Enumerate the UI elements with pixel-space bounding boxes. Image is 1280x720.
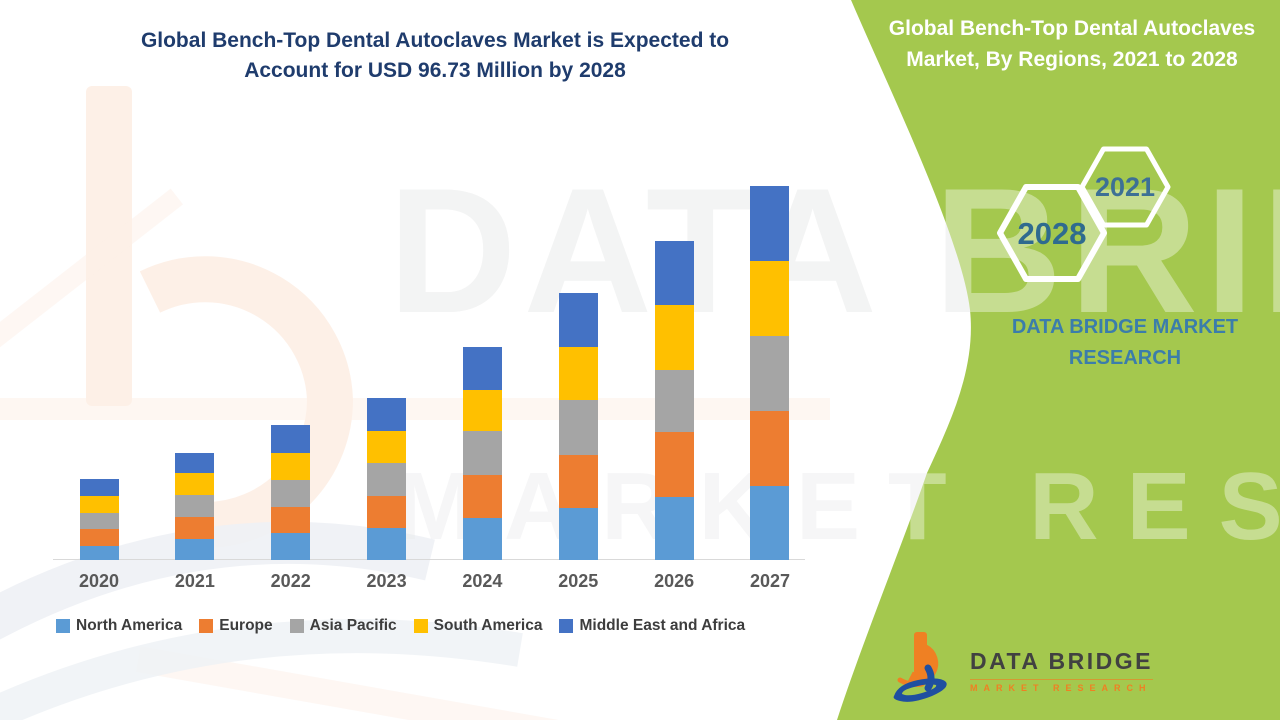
- legend: North America Europe Asia Pacific South Ame…: [56, 617, 745, 635]
- legend-swatch-south-america: [413, 619, 428, 633]
- main-title: Global Bench-Top Dental Autoclaves Marke…: [140, 29, 730, 82]
- bar-segment-north-america-2024: [462, 518, 502, 560]
- bar-segment-middle-east-and-africa-2024: [462, 347, 502, 390]
- bar-segment-north-america-2022: [271, 533, 311, 560]
- watermark-peach-slash: [135, 646, 564, 720]
- bar-segment-asia-pacific-2026: [654, 370, 694, 432]
- legend-item-north-america: North America: [56, 617, 182, 635]
- bar-2021: [175, 453, 215, 560]
- legend-label-europe: Europe: [219, 617, 273, 634]
- bar-segment-middle-east-and-africa-2023: [367, 398, 407, 431]
- bar-2027: [750, 186, 790, 560]
- dbmr-logo: DATA BRIDGE MARKET RESEARCH: [888, 628, 1153, 706]
- bar-segment-north-america-2026: [654, 497, 694, 560]
- bar-segment-europe-2024: [462, 475, 502, 518]
- logo-tagline: MARKET RESEARCH: [970, 678, 1153, 693]
- bar-segment-middle-east-and-africa-2021: [175, 453, 215, 473]
- logo-text: DATA BRIDGE MARKET RESEARCH: [970, 642, 1153, 693]
- bar-segment-asia-pacific-2021: [175, 495, 215, 517]
- bar-segment-asia-pacific-2027: [750, 336, 790, 411]
- legend-item-middle-east-and-africa: Middle East and Africa: [559, 617, 745, 635]
- bar-segment-south-america-2021: [175, 473, 215, 495]
- bar-segment-north-america-2023: [367, 528, 407, 560]
- x-axis-label-2023: 2023: [366, 571, 407, 591]
- bar-segment-europe-2022: [271, 507, 311, 533]
- bar-2025: [558, 293, 598, 560]
- bar-segment-asia-pacific-2024: [462, 431, 502, 475]
- legend-label-asia-pacific: Asia Pacific: [309, 617, 397, 634]
- bar-segment-asia-pacific-2023: [367, 463, 407, 496]
- legend-item-south-america: South America: [413, 617, 543, 635]
- bar-segment-middle-east-and-africa-2020: [79, 479, 119, 496]
- bar-segment-south-america-2022: [271, 453, 311, 480]
- legend-item-europe: Europe: [199, 617, 273, 635]
- watermark-peach-band: [0, 398, 830, 420]
- bar-segment-europe-2023: [367, 496, 407, 528]
- bar-segment-south-america-2025: [558, 347, 598, 400]
- bar-segment-asia-pacific-2020: [79, 513, 119, 529]
- x-axis-label-2025: 2025: [558, 571, 599, 591]
- dbmr-logo-icon: [893, 632, 947, 702]
- legend-swatch-asia-pacific: [289, 619, 304, 633]
- bar-2022: [271, 425, 311, 560]
- bar-segment-north-america-2021: [175, 539, 215, 560]
- legend-swatch-north-america: [56, 619, 70, 633]
- bar-segment-asia-pacific-2022: [271, 480, 311, 507]
- x-axis-label-2021: 2021: [174, 571, 215, 591]
- x-axis-label-2020: 2020: [78, 571, 120, 591]
- bar-2024: [462, 347, 502, 560]
- bar-segment-europe-2025: [558, 455, 598, 508]
- bar-segment-south-america-2027: [750, 261, 790, 336]
- bar-segment-middle-east-and-africa-2022: [271, 425, 311, 453]
- bar-segment-asia-pacific-2025: [558, 400, 598, 455]
- bar-segment-north-america-2025: [558, 508, 598, 560]
- watermark-swoosh-2: [0, 619, 523, 720]
- x-axis-label-2027: 2027: [749, 571, 790, 591]
- logo-name: DATA BRIDGE: [970, 647, 1153, 674]
- x-axis-label-2022: 2022: [270, 571, 311, 591]
- bar-segment-middle-east-and-africa-2026: [654, 241, 694, 305]
- bar-segment-north-america-2027: [750, 486, 790, 560]
- bar-2026: [654, 241, 694, 560]
- side-panel-title: Global Bench-Top Dental Autoclaves Marke…: [888, 17, 1256, 71]
- bar-segment-europe-2026: [654, 432, 694, 497]
- bar-segment-north-america-2020: [79, 546, 119, 560]
- x-axis-line: [53, 559, 805, 560]
- bar-segment-middle-east-and-africa-2027: [750, 186, 790, 261]
- legend-label-north-america: North America: [76, 617, 183, 634]
- x-axis-label-2026: 2026: [654, 571, 695, 591]
- bar-segment-europe-2020: [79, 529, 119, 546]
- bar-segment-south-america-2020: [79, 496, 119, 513]
- x-axis-label-2024: 2024: [462, 571, 503, 591]
- legend-label-south-america: South America: [433, 617, 543, 634]
- watermark-peach-diagonal: [0, 188, 183, 377]
- bar-segment-south-america-2024: [462, 390, 502, 431]
- brand-text: DATA BRIDGE MARKET RESEARCH: [1011, 316, 1239, 369]
- legend-swatch-europe: [199, 619, 214, 633]
- legend-swatch-middle-east-and-africa: [559, 619, 574, 633]
- bar-2020: [79, 479, 119, 560]
- legend-label-middle-east-and-africa: Middle East and Africa: [579, 617, 746, 634]
- bar-segment-europe-2021: [175, 517, 215, 539]
- bar-segment-europe-2027: [750, 411, 790, 486]
- legend-item-asia-pacific: Asia Pacific: [289, 617, 397, 635]
- bar-2023: [367, 398, 407, 560]
- bar-segment-south-america-2023: [367, 431, 407, 463]
- bar-segment-south-america-2026: [654, 305, 694, 370]
- bar-segment-middle-east-and-africa-2025: [558, 293, 598, 347]
